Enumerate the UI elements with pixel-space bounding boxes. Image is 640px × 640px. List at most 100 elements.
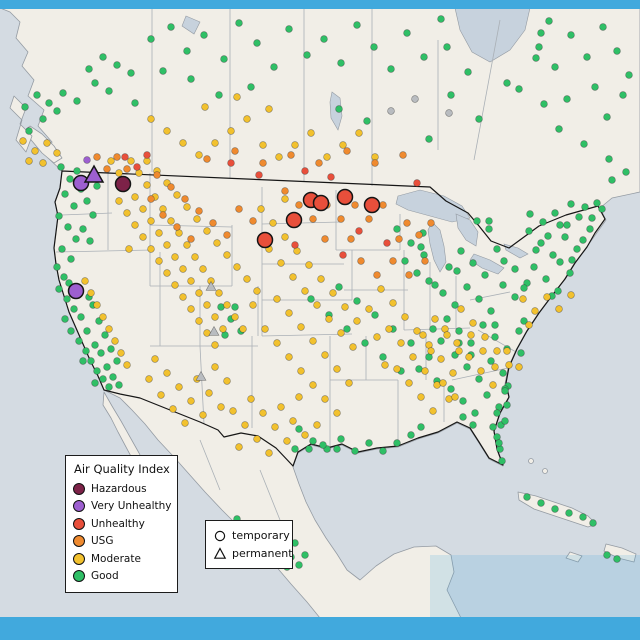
- circle-icon: [214, 530, 226, 541]
- aqi-marker-good: [563, 95, 571, 103]
- aqi-marker-good: [475, 115, 483, 123]
- aqi-marker-moderate: [201, 103, 209, 111]
- aqi-marker-moderate: [325, 315, 333, 323]
- aqi-marker-good: [64, 223, 72, 231]
- aqi-marker-unhealthy: [301, 167, 309, 175]
- aqi-marker-good: [431, 281, 439, 289]
- aqi-marker-good: [493, 409, 501, 417]
- aqi-marker-good: [443, 43, 451, 51]
- aqi-marker-moderate: [427, 347, 435, 355]
- aqi-marker-moderate: [295, 393, 303, 401]
- aqi-marker-unhealthy: [291, 241, 299, 249]
- aqi-marker-usg: [173, 223, 181, 231]
- shape-label: temporary: [232, 528, 290, 542]
- aqi-marker-good: [439, 289, 447, 297]
- aqi-marker-good: [333, 445, 341, 453]
- aqi-marker-good: [303, 51, 311, 59]
- aqi-marker-good: [515, 85, 523, 93]
- aqi-marker-unhealthy: [363, 196, 381, 214]
- aqi-marker-moderate: [43, 139, 51, 147]
- aqi-marker-good: [105, 383, 113, 391]
- aqi-marker-moderate: [253, 435, 261, 443]
- legend-label: Moderate: [91, 552, 141, 565]
- aqi-marker-unhealthy: [121, 153, 129, 161]
- aqi-marker-moderate: [297, 323, 305, 331]
- aqi-marker-moderate: [261, 325, 269, 333]
- aqi-marker-moderate: [111, 337, 119, 345]
- aqi-marker-moderate: [493, 347, 501, 355]
- aqi-marker-good: [91, 379, 99, 387]
- aqi-marker-good: [469, 421, 477, 429]
- aqi-marker-moderate: [301, 431, 309, 439]
- aqi-marker-good: [457, 247, 465, 255]
- aqi-marker-moderate: [211, 139, 219, 147]
- aqi-marker-good: [487, 307, 495, 315]
- aqi-marker-moderate: [321, 395, 329, 403]
- aqi-marker-good: [235, 19, 243, 27]
- aqi-marker-moderate: [107, 157, 115, 165]
- aqi-marker-moderate: [105, 325, 113, 333]
- aqi-marker-moderate: [167, 217, 175, 225]
- aqi-marker-usg: [343, 147, 351, 155]
- aqi-marker-good: [485, 217, 493, 225]
- aqi-marker-unhealthy: [312, 194, 330, 212]
- map-tile-edge-top: [0, 0, 640, 9]
- aqi-legend: Air Quality Index Hazardous Very Unhealth…: [65, 455, 178, 593]
- legend-item-hazardous: Hazardous: [73, 480, 170, 498]
- aqi-marker-good: [447, 385, 455, 393]
- legend-item-good: Good: [73, 568, 170, 586]
- aqi-marker-good: [613, 47, 621, 55]
- aqi-marker-good: [475, 295, 483, 303]
- aqi-marker-none: [387, 107, 395, 115]
- aqi-marker-good: [542, 275, 550, 283]
- aqi-marker-good: [75, 337, 83, 345]
- aqi-marker-very_unhealthy: [83, 164, 105, 183]
- aqi-marker-good: [588, 214, 596, 222]
- aqi-marker-good: [579, 513, 587, 521]
- aqi-marker-good: [479, 321, 487, 329]
- aqi-marker-good: [568, 256, 576, 264]
- aqi-marker-moderate: [381, 361, 389, 369]
- aqi-marker-good: [469, 259, 477, 267]
- aqi-marker-moderate: [405, 379, 413, 387]
- aqi-marker-moderate: [465, 353, 473, 361]
- aqi-marker-usg: [113, 153, 121, 161]
- aqi-marker-good: [489, 423, 497, 431]
- aqi-marker-none: [208, 325, 220, 336]
- aqi-marker-good: [575, 213, 583, 221]
- aqi-marker-good: [567, 31, 575, 39]
- aqi-marker-moderate: [199, 411, 207, 419]
- aqi-marker-moderate: [457, 305, 465, 313]
- aqi-marker-good: [591, 83, 599, 91]
- aqi-marker-moderate: [151, 355, 159, 363]
- aqi-marker-good: [295, 425, 303, 433]
- aqi-marker-usg: [103, 165, 111, 173]
- aqi-marker-good: [603, 113, 611, 121]
- aqi-marker-good: [97, 349, 105, 357]
- aqi-marker-moderate: [505, 361, 513, 369]
- aqi-marker-good: [565, 509, 573, 517]
- lake-michigan: [427, 221, 447, 273]
- aqi-marker-moderate: [243, 275, 251, 283]
- aqi-marker-good: [539, 218, 547, 226]
- aqi-marker-moderate: [373, 333, 381, 341]
- aqi-marker-good: [83, 327, 91, 335]
- aqi-marker-usg: [187, 235, 195, 243]
- aqi-marker-good: [215, 91, 223, 99]
- aqi-marker-good: [495, 439, 503, 447]
- aqi-marker-usg: [181, 195, 189, 203]
- aqi-marker-good: [127, 69, 135, 77]
- aqi-marker-good: [579, 236, 587, 244]
- aqi-marker-usg: [399, 151, 407, 159]
- aqi-marker-moderate: [211, 313, 219, 321]
- aqi-marker-usg: [405, 271, 413, 279]
- aqi-marker-usg: [209, 219, 217, 227]
- aqi-marker-usg: [421, 257, 429, 265]
- aqi-marker-unhealthy: [255, 171, 263, 179]
- aqi-marker-good: [499, 369, 507, 377]
- aqi-marker-good: [91, 79, 99, 87]
- aqi-marker-moderate: [223, 377, 231, 385]
- legend-item-usg: USG: [73, 533, 170, 551]
- aqi-marker-good: [337, 435, 345, 443]
- aqi-marker-good: [540, 100, 548, 108]
